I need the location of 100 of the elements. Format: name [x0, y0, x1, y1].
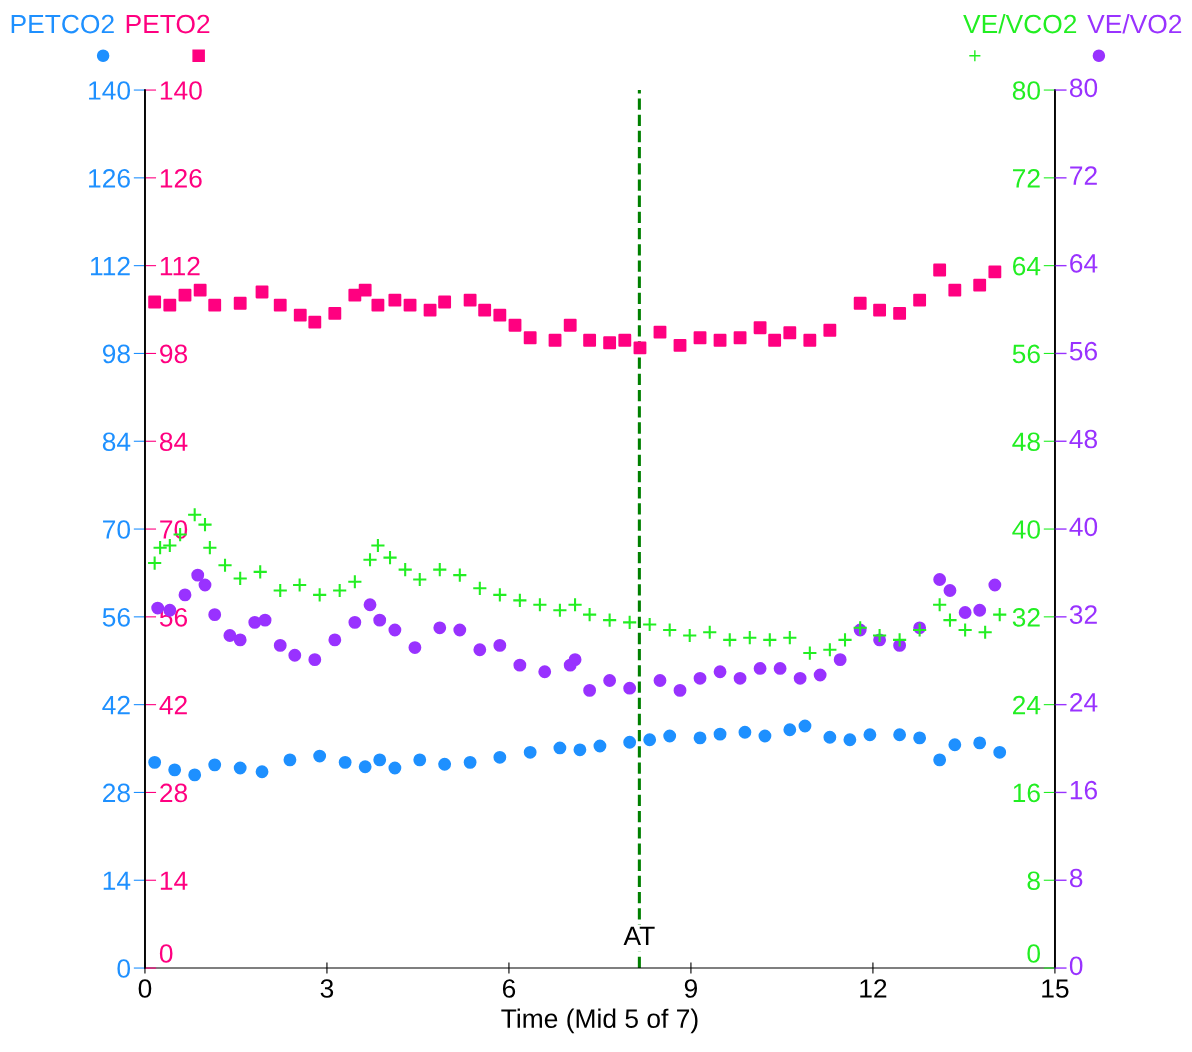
point	[197, 517, 213, 533]
text: 40	[1069, 517, 1098, 537]
point	[933, 573, 947, 586]
point	[223, 629, 237, 642]
y-tick-label: 56	[102, 607, 130, 627]
point	[208, 608, 222, 622]
point	[348, 615, 362, 629]
point	[208, 298, 222, 312]
point	[403, 298, 417, 312]
point	[768, 333, 782, 347]
point	[802, 645, 818, 661]
point	[933, 263, 947, 277]
y2-tick-label: 42	[159, 695, 187, 715]
y3-tick-label: 48	[1012, 432, 1040, 452]
point	[813, 668, 827, 682]
point	[642, 616, 658, 633]
point	[798, 719, 812, 733]
point	[833, 653, 847, 667]
point	[823, 323, 837, 337]
point	[702, 624, 718, 640]
y2-tick-label: 28	[160, 783, 188, 803]
point	[942, 612, 958, 628]
point	[328, 633, 342, 647]
point	[713, 665, 727, 679]
y2-tick-label: 0	[159, 944, 173, 963]
y-tick-label: 70	[103, 520, 131, 539]
point	[783, 723, 797, 737]
y2-tick-label: 98	[160, 344, 188, 364]
point	[255, 765, 269, 779]
point	[568, 653, 582, 667]
text: VE/VCO2	[963, 14, 1077, 34]
point	[423, 303, 437, 317]
point	[370, 537, 386, 554]
point	[992, 607, 1008, 623]
point	[837, 632, 853, 648]
y3-tick-label: 64	[1013, 256, 1041, 276]
point	[347, 574, 363, 590]
y2-tick-label: 140	[160, 81, 202, 100]
point	[673, 338, 687, 352]
y2-tick-label: 112	[160, 256, 200, 276]
point	[823, 730, 837, 744]
y3-tick-label: 24	[1013, 695, 1041, 715]
point	[413, 753, 427, 767]
point	[973, 736, 987, 750]
y2-tick-label: 84	[159, 432, 188, 452]
point	[388, 293, 402, 307]
y-tick-label: 0	[117, 959, 131, 978]
text: 72	[1070, 166, 1097, 185]
point	[472, 580, 488, 596]
point	[583, 333, 597, 347]
y2-tick-label: 126	[160, 168, 202, 188]
point	[943, 584, 957, 597]
point	[312, 587, 328, 603]
x-tick-label: 9	[684, 979, 698, 998]
point	[463, 293, 477, 307]
point	[532, 597, 548, 613]
text: 56	[1069, 341, 1097, 361]
y3-tick-label: 56	[1012, 344, 1040, 364]
point	[308, 315, 322, 329]
point	[178, 288, 192, 302]
point	[713, 333, 727, 347]
point	[438, 757, 452, 771]
text: 64	[1070, 254, 1098, 273]
point	[733, 671, 747, 685]
point	[148, 295, 162, 309]
point	[573, 743, 587, 757]
point	[793, 671, 807, 685]
point	[397, 562, 413, 578]
point	[508, 318, 522, 332]
point	[272, 582, 288, 599]
x-tick-label: 6	[502, 979, 516, 998]
point	[338, 755, 352, 769]
point	[252, 564, 268, 580]
point	[463, 755, 477, 769]
point	[187, 507, 203, 523]
point	[762, 632, 778, 648]
point	[891, 632, 908, 648]
y3-tick-label: 32	[1012, 607, 1040, 627]
point	[548, 333, 562, 347]
point	[853, 296, 867, 310]
point	[358, 283, 372, 297]
point	[293, 308, 307, 322]
point	[948, 283, 962, 297]
point	[493, 308, 507, 322]
point	[957, 622, 973, 638]
point	[893, 728, 907, 742]
point	[308, 653, 322, 667]
point	[973, 603, 987, 617]
point	[478, 303, 492, 317]
y-tick-label: 98	[102, 344, 130, 364]
text: 8	[1069, 868, 1083, 888]
text: VE/VO2	[1087, 14, 1182, 34]
point	[742, 630, 758, 646]
point	[738, 725, 752, 739]
point	[567, 597, 583, 613]
point	[758, 729, 772, 743]
text: PETO2	[126, 14, 210, 34]
point	[643, 733, 657, 747]
point	[581, 607, 598, 623]
x-tick-label: 3	[320, 979, 334, 998]
